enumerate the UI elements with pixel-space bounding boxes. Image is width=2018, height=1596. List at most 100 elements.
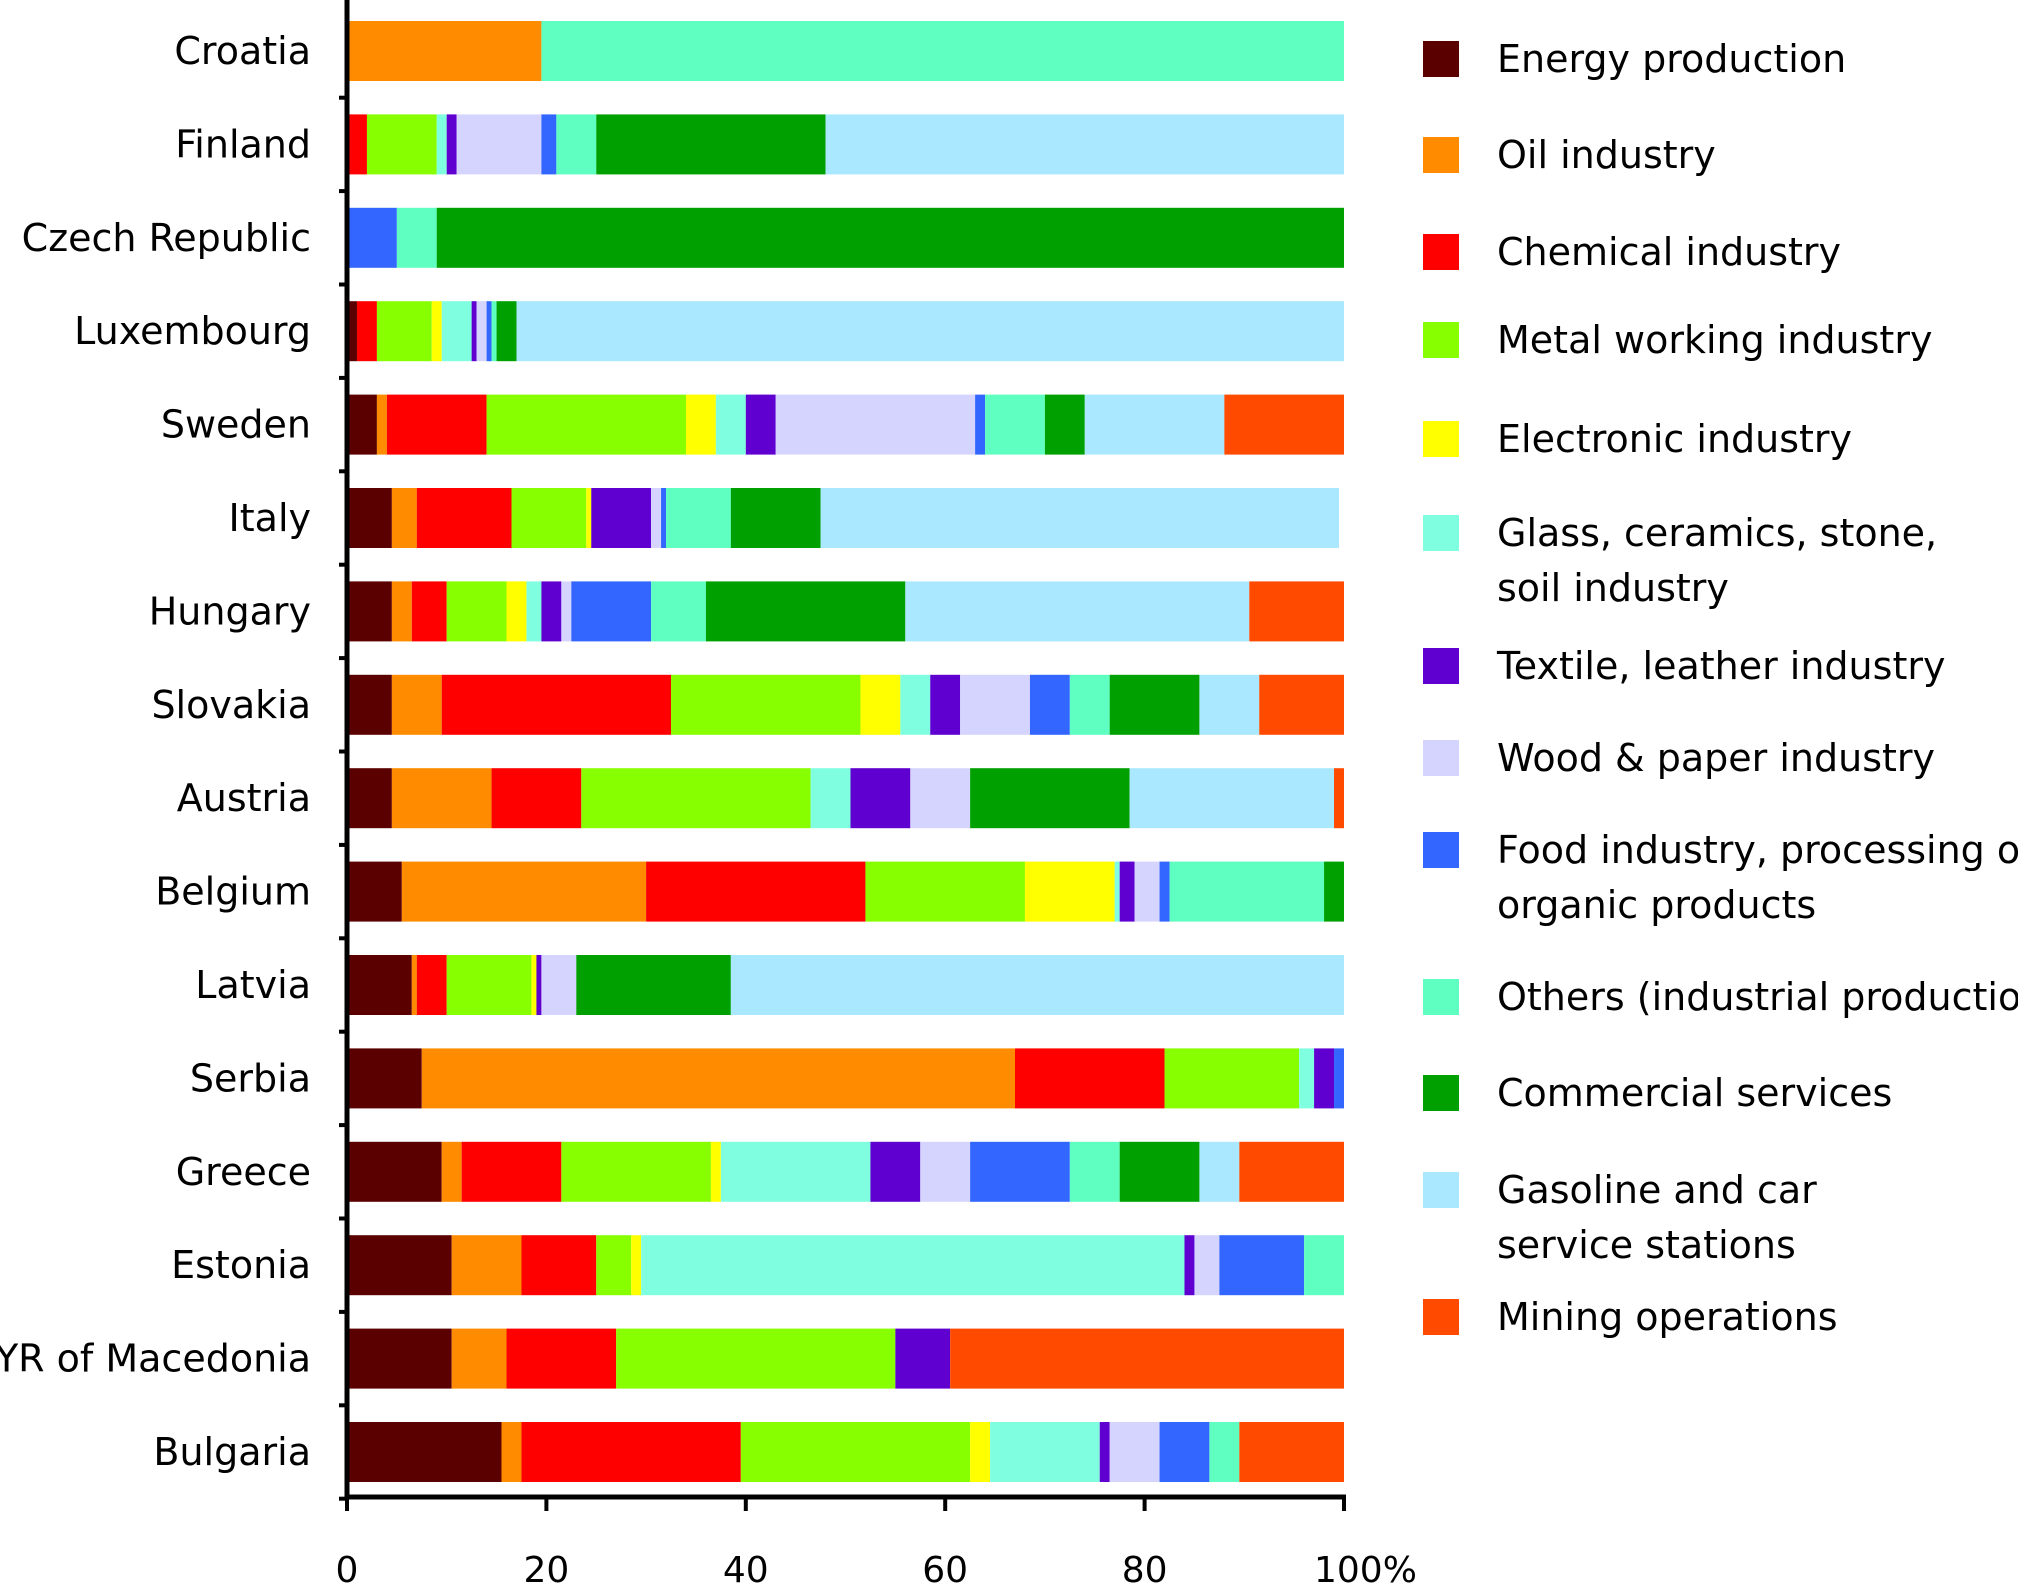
- bar-segment: [905, 581, 1250, 642]
- bar-segment: [446, 114, 457, 175]
- bars-layer: [347, 21, 1345, 1482]
- legend-label: Gasoline and car: [1497, 1168, 1817, 1212]
- bar-segment: [347, 394, 377, 455]
- bar-segment: [596, 1235, 632, 1296]
- category-label: Latvia: [195, 963, 311, 1007]
- bar-segment: [386, 394, 487, 455]
- bar-segment: [895, 1328, 951, 1389]
- bar-segment: [347, 301, 357, 362]
- bar-segment: [860, 674, 901, 735]
- bar-segment: [347, 488, 392, 548]
- bar-segment: [486, 301, 492, 362]
- bar-segment: [870, 1141, 921, 1202]
- bar-segment: [651, 488, 662, 548]
- legend-label: Electronic industry: [1497, 417, 1852, 461]
- legend-item: Oil industry: [1423, 133, 1716, 177]
- legend-label: soil industry: [1497, 566, 1729, 610]
- bar-segment: [416, 488, 512, 548]
- bar-segment: [541, 955, 577, 1015]
- bar-segment: [825, 114, 1344, 175]
- bar-segment: [715, 394, 746, 455]
- bar-segment: [930, 674, 961, 735]
- x-tick-label: 80: [1122, 1550, 1168, 1591]
- bar-segment: [476, 301, 487, 362]
- category-label: Belgium: [155, 870, 311, 914]
- bar-segment: [347, 1141, 442, 1202]
- legend-label: Commercial services: [1497, 1071, 1892, 1115]
- bar-segment: [1184, 1235, 1195, 1296]
- legend-item: Gasoline and car service stations: [1423, 1168, 1817, 1267]
- category-label: Italy: [229, 496, 311, 540]
- bar-row: [347, 1422, 1344, 1482]
- legend-swatch: [1423, 41, 1459, 77]
- x-tick-label: 60: [922, 1550, 968, 1591]
- bar-segment: [1024, 861, 1115, 922]
- bar-segment: [391, 768, 492, 829]
- bar-segment: [661, 488, 667, 548]
- bar-segment: [451, 1328, 507, 1389]
- bar-row: [347, 861, 1344, 922]
- bar-segment: [970, 1141, 1070, 1202]
- bar-segment: [1029, 674, 1070, 735]
- legend-label: Energy production: [1497, 37, 1846, 81]
- bar-segment: [1099, 1422, 1110, 1482]
- bar-segment: [1159, 1422, 1210, 1482]
- bar-segment: [730, 955, 1344, 1015]
- bar-segment: [1119, 861, 1135, 922]
- bar-segment: [571, 581, 652, 642]
- bar-segment: [1334, 1048, 1344, 1109]
- bar-segment: [526, 581, 542, 642]
- bar-segment: [411, 955, 417, 1015]
- bar-row: [347, 1328, 1344, 1389]
- bar-segment: [1119, 1141, 1200, 1202]
- bar-segment: [745, 394, 776, 455]
- bar-row: [347, 394, 1344, 455]
- bar-segment: [1169, 861, 1325, 922]
- legend-swatch: [1423, 648, 1459, 684]
- x-tick-label: 20: [523, 1550, 569, 1591]
- legend-swatch: [1423, 1299, 1459, 1335]
- bar-segment: [347, 861, 402, 922]
- bar-row: [347, 21, 1344, 81]
- bar-segment: [541, 114, 557, 175]
- bar-segment: [441, 301, 472, 362]
- bar-segment: [391, 581, 412, 642]
- bar-segment: [347, 1328, 452, 1389]
- bar-segment: [1324, 861, 1344, 922]
- bar-segment: [775, 394, 976, 455]
- legend-swatch: [1423, 234, 1459, 270]
- bar-segment: [1239, 1422, 1344, 1482]
- bar-segment: [416, 955, 447, 1015]
- bar-segment: [541, 581, 562, 642]
- bar-segment: [910, 768, 971, 829]
- bar-segment: [850, 768, 911, 829]
- bar-segment: [1014, 1048, 1165, 1109]
- bar-row: [347, 301, 1344, 362]
- legend-swatch: [1423, 515, 1459, 551]
- bar-segment: [431, 301, 442, 362]
- bar-segment: [685, 394, 716, 455]
- bar-segment: [516, 301, 1344, 362]
- bar-segment: [366, 114, 437, 175]
- bar-segment: [1114, 861, 1120, 922]
- bar-segment: [441, 674, 672, 735]
- bar-segment: [641, 1235, 1185, 1296]
- bar-segment: [950, 1328, 1344, 1389]
- bar-segment: [1069, 1141, 1120, 1202]
- bar-segment: [347, 955, 412, 1015]
- bar-segment: [1134, 861, 1160, 922]
- bar-segment: [347, 1422, 502, 1482]
- bar-segment: [1314, 1048, 1335, 1109]
- category-label: Hungary: [149, 589, 311, 633]
- bar-segment: [1304, 1235, 1344, 1296]
- bar-row: [347, 114, 1344, 175]
- bar-segment: [710, 1141, 721, 1202]
- bar-segment: [391, 488, 417, 548]
- bar-segment: [496, 301, 517, 362]
- bar-segment: [347, 768, 392, 829]
- bar-segment: [561, 1141, 711, 1202]
- bar-segment: [391, 674, 442, 735]
- bar-row: [347, 488, 1340, 548]
- bar-segment: [920, 1141, 971, 1202]
- bar-segment: [1044, 394, 1085, 455]
